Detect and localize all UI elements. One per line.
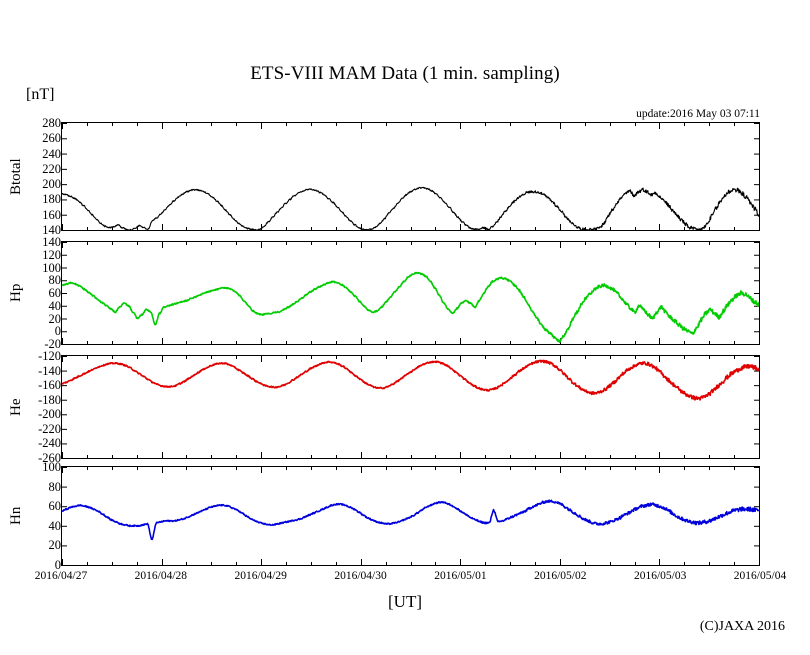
y-tick-label: 200	[42, 176, 61, 191]
y-axis-tick-labels-he: -260 -240 -220 -200 -180 -160 -140 -120	[4, 350, 61, 464]
y-axis-tick-labels-hn: 0 20 40 60 80 100	[4, 461, 62, 571]
y-tick-label: -20	[44, 336, 61, 351]
x-tick-label: 2016/05/01	[434, 570, 487, 582]
y-axis-tick-labels-hp: -20 0 20 40 60 80 100 120 140	[4, 236, 62, 350]
data-trace-hn	[62, 499, 759, 541]
y-tick-label: 240	[42, 146, 61, 161]
plot-area-he	[62, 356, 759, 458]
y-tick-label: 120	[42, 247, 61, 262]
y-tick-label: -140	[38, 363, 61, 378]
plot-panel-he	[61, 355, 760, 459]
y-tick-label: 140	[42, 234, 61, 249]
y-tick-label: 260	[42, 131, 61, 146]
x-tick-label: 2016/05/03	[633, 570, 687, 582]
y-tick-label: 80	[48, 479, 62, 494]
y-tick-label: -260	[38, 450, 61, 465]
y-tick-label: 280	[42, 115, 61, 130]
y-tick-label: 0	[54, 324, 61, 338]
y-axis-tick-labels-btotal: 140 160 180 200 220 240 260 280	[4, 117, 61, 236]
copyright-notice: (C)JAXA 2016	[699, 619, 785, 634]
y-tick-label: -240	[38, 436, 61, 451]
x-tick-label: 2016/05/02	[534, 570, 587, 582]
x-tick-label: 2016/04/28	[134, 570, 188, 582]
plot-panel-btotal	[61, 122, 760, 231]
y-tick-label: 40	[48, 298, 62, 313]
y-tick-label: 20	[48, 311, 62, 326]
plot-panel-hn	[61, 466, 760, 566]
y-tick-label: 220	[42, 161, 61, 176]
y-tick-label: 80	[48, 273, 62, 287]
y-tick-label: 100	[42, 260, 61, 275]
page-title: ETS-VIII MAM Data (1 min. sampling)	[250, 63, 560, 84]
unit-label: [nT]	[26, 86, 55, 103]
plot-area-hn	[62, 467, 759, 565]
y-tick-label: 60	[48, 498, 62, 513]
y-tick-label: 60	[48, 285, 62, 300]
x-axis-title: [UT]	[388, 592, 422, 611]
data-trace-he	[62, 359, 759, 401]
x-tick-label: 2016/04/27	[34, 570, 88, 582]
data-trace-btotal	[62, 186, 759, 230]
y-tick-label: 160	[42, 207, 61, 222]
plot-panel-hp	[61, 241, 760, 345]
y-tick-label: -120	[38, 348, 61, 363]
y-tick-label: 180	[42, 192, 61, 207]
y-tick-label: -220	[38, 421, 61, 436]
y-tick-label: 0	[54, 557, 61, 572]
y-tick-label: -200	[38, 407, 61, 422]
y-tick-label: -180	[38, 392, 61, 407]
x-tick-label: 2016/04/29	[234, 570, 287, 582]
data-trace-hp	[62, 271, 759, 344]
plot-area-hp	[62, 242, 759, 344]
x-tick-label: 2016/04/30	[334, 570, 387, 582]
plot-area-btotal	[62, 123, 759, 230]
x-tick-label: 2016/05/04	[733, 570, 787, 582]
y-tick-label: 100	[42, 459, 61, 474]
y-tick-label: -160	[38, 377, 61, 392]
update-timestamp: update:2016 May 03 07:11	[636, 108, 760, 120]
y-tick-label: 140	[42, 222, 61, 237]
y-tick-label: 20	[48, 538, 62, 553]
y-tick-label: 40	[48, 518, 62, 533]
